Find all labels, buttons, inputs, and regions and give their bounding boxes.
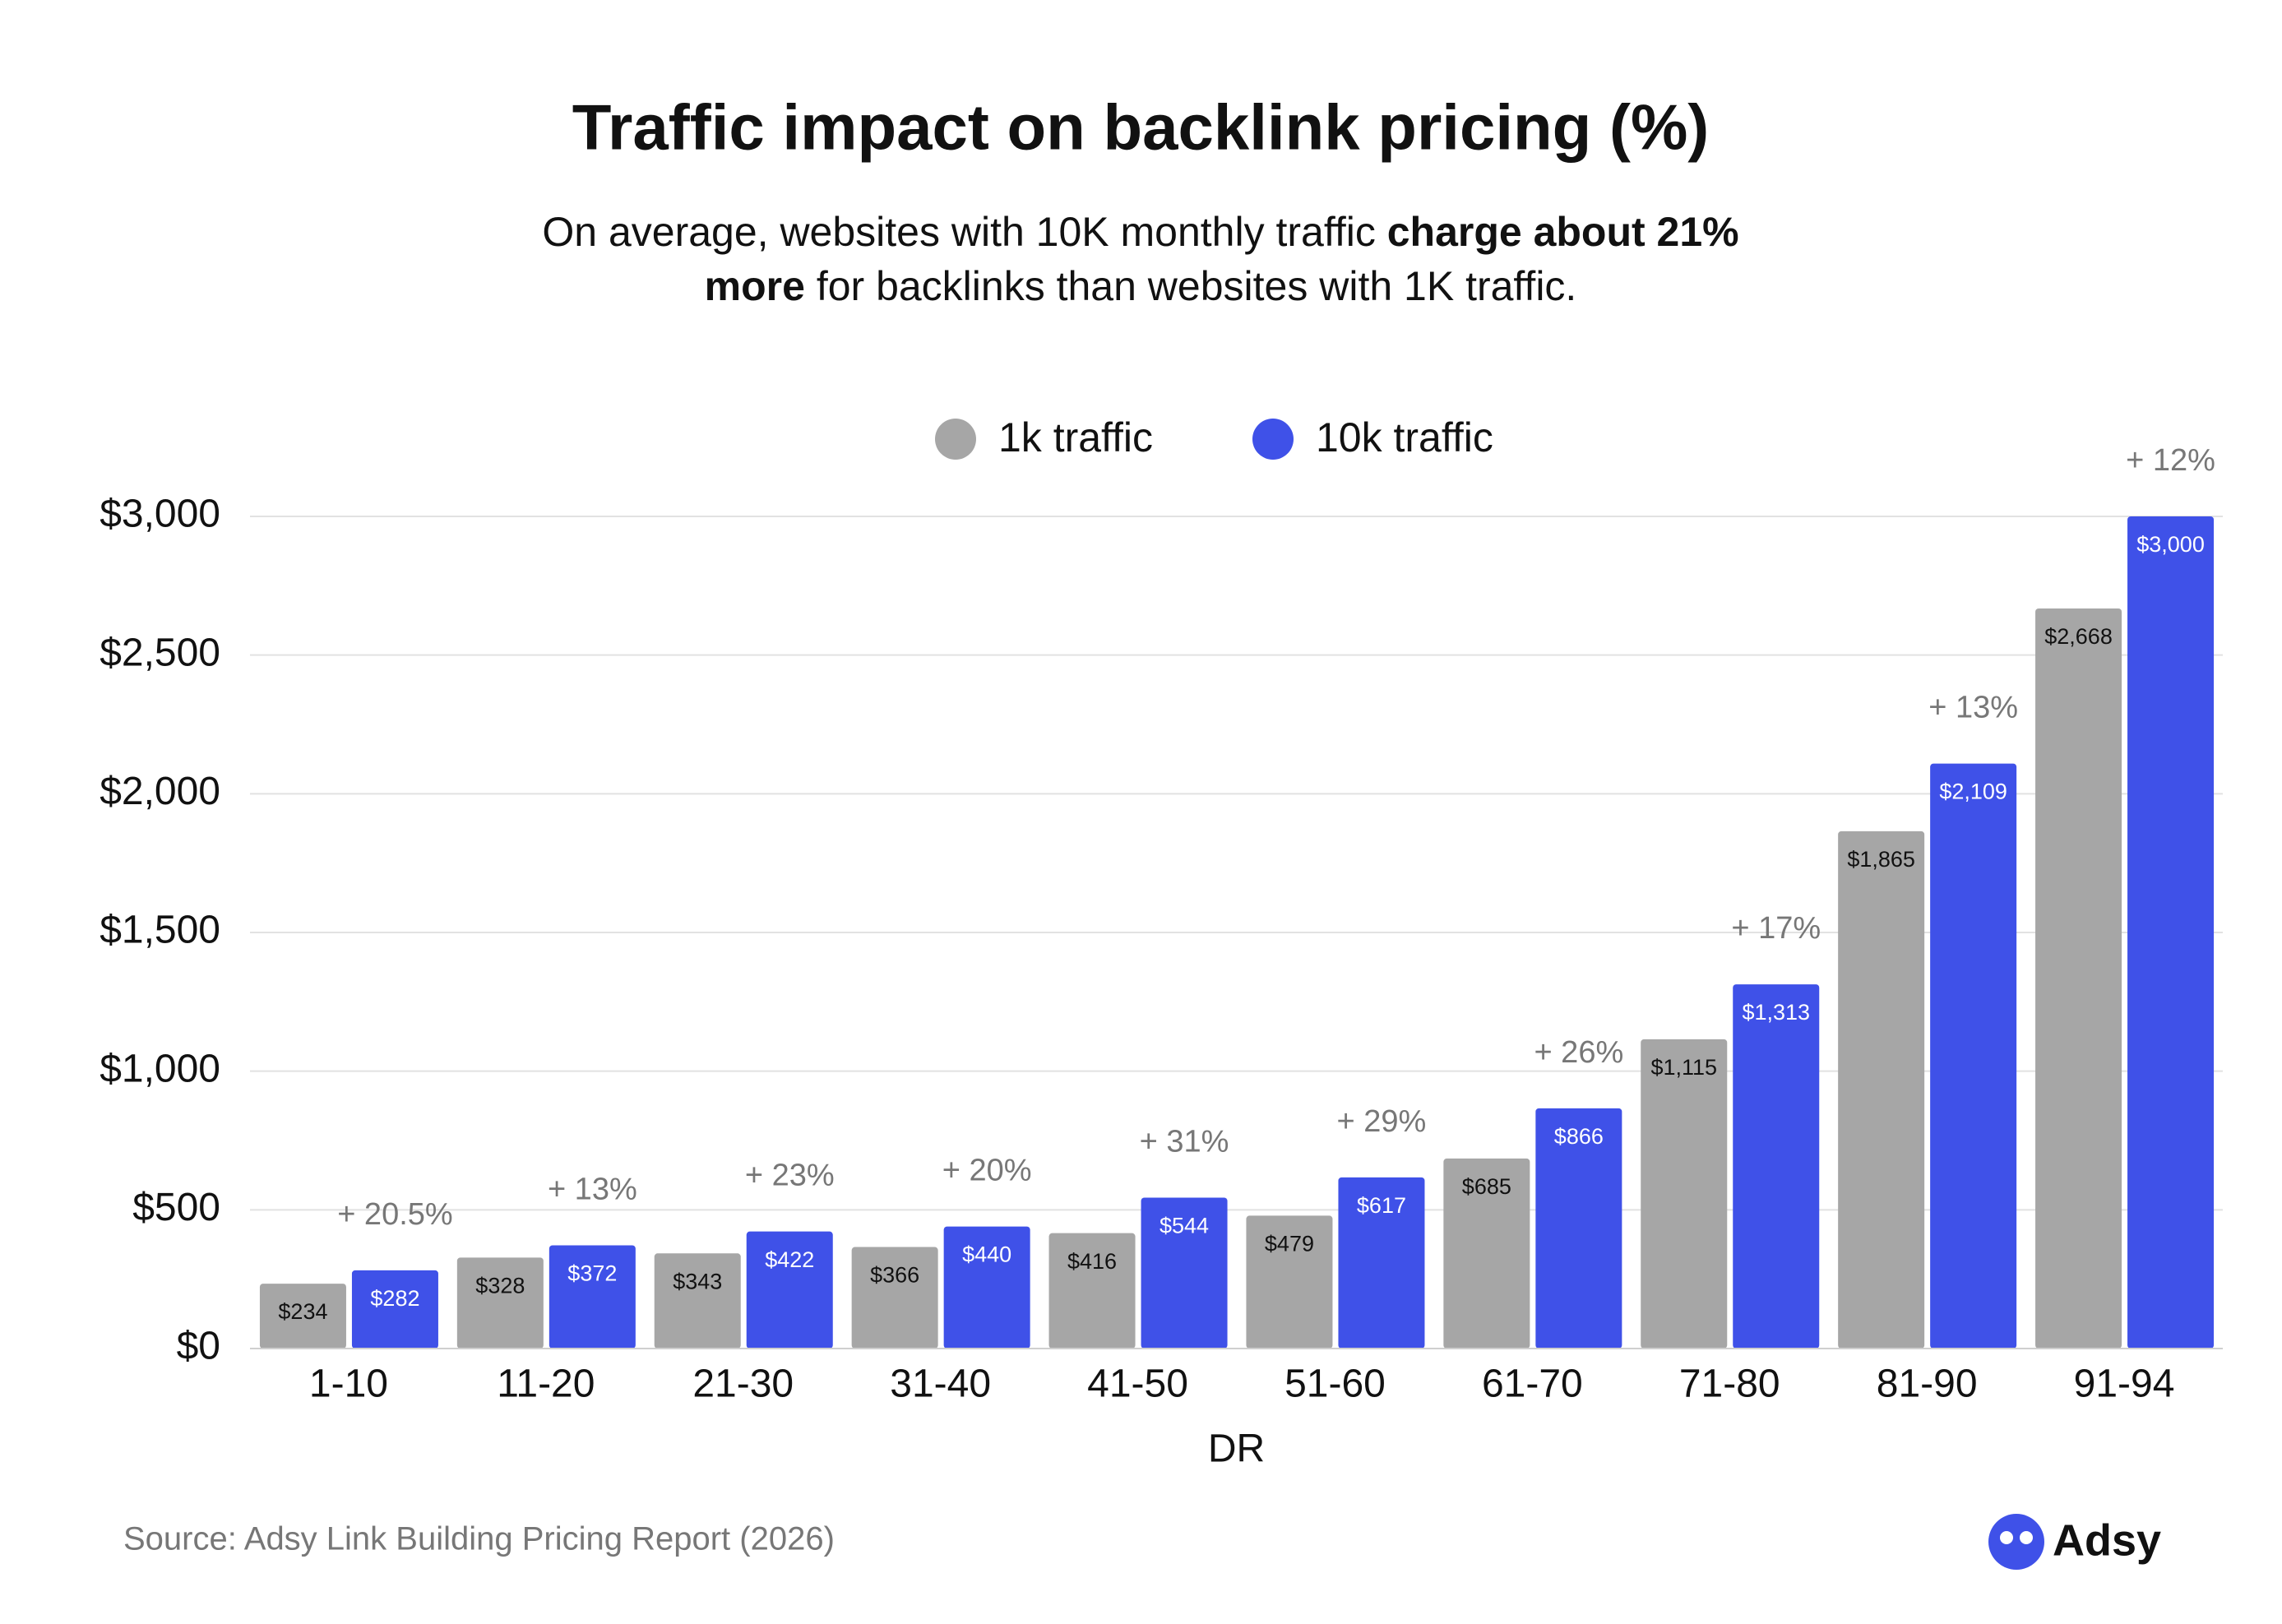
value-label: $372 [567,1261,617,1286]
value-label: $422 [765,1247,814,1272]
subtitle: On average, websites with 10K monthly tr… [542,209,1738,255]
bar [2035,608,2122,1349]
x-tick-label: 61-70 [1482,1363,1583,1406]
value-label: $328 [475,1273,525,1298]
subtitle-run: charge about 21% [1387,209,1739,255]
increase-label: + 12% [2126,443,2215,478]
y-tick-label: $1,500 [100,909,220,952]
bar [943,1226,1030,1349]
value-label: $234 [278,1299,327,1324]
y-tick-label: $500 [132,1186,220,1229]
value-label: $343 [673,1269,722,1293]
increase-label: + 13% [548,1173,637,1207]
x-tick-label: 41-50 [1087,1363,1188,1406]
bar [1641,1039,1728,1349]
legend-label: 1k traffic [998,414,1153,460]
increase-label: + 29% [1337,1104,1427,1139]
x-tick-label: 31-40 [890,1363,991,1406]
x-tick-label: 1-10 [309,1363,388,1406]
increase-label: + 31% [1140,1125,1229,1159]
bar [1838,831,1925,1349]
value-label: $282 [370,1286,419,1311]
legend-label: 10k traffic [1316,414,1493,460]
subtitle: more for backlinks than websites with 1K… [705,263,1577,309]
x-tick-label: 11-20 [497,1363,595,1406]
bar [654,1253,741,1349]
value-label: $416 [1067,1249,1117,1274]
subtitle-run: more [705,263,805,309]
value-label: $1,313 [1742,1000,1810,1025]
bar [1535,1108,1622,1349]
bar [2127,516,2215,1349]
value-label: $3,000 [2136,532,2205,557]
bar [456,1257,544,1349]
y-tick-label: $3,000 [100,493,220,536]
increase-label: + 13% [1928,691,2018,725]
brand: Adsy [2053,1515,2161,1565]
bar [1141,1197,1228,1349]
x-axis-title: DR [1208,1427,1265,1471]
value-label: $366 [870,1263,919,1288]
subtitle-run: On average, websites with 10K monthly tr… [542,209,1386,255]
logo-eye [2000,1531,2013,1544]
y-tick-label: $2,000 [100,770,220,813]
bar [351,1270,438,1349]
bar [1930,763,2017,1349]
bar [549,1245,636,1349]
bar [1338,1177,1425,1349]
bar [259,1284,346,1349]
bar [1246,1215,1333,1349]
increase-label: + 17% [1731,911,1821,946]
logo-eye [2020,1531,2033,1544]
bar [1048,1233,1136,1349]
chart-title: Traffic impact on backlink pricing (%) [572,91,1710,164]
increase-label: + 20% [942,1154,1032,1188]
value-label: $617 [1357,1193,1406,1218]
value-label: $544 [1160,1214,1209,1238]
bar [1443,1158,1530,1349]
x-tick-label: 91-94 [2074,1363,2175,1406]
increase-label: + 26% [1534,1035,1623,1070]
y-tick-label: $1,000 [100,1047,220,1090]
value-label: $440 [962,1242,1011,1267]
x-tick-label: 71-80 [1679,1363,1780,1406]
increase-label: + 20.5% [337,1197,453,1232]
y-tick-label: $2,500 [100,631,220,674]
value-label: $1,115 [1650,1055,1717,1080]
logo-icon [1988,1514,2044,1570]
x-tick-label: 81-90 [1877,1363,1978,1406]
value-label: $2,668 [2044,624,2113,649]
value-label: $479 [1265,1232,1314,1256]
increase-label: + 23% [745,1159,835,1193]
source: Source: Adsy Link Building Pricing Repor… [123,1521,835,1557]
value-label: $1,865 [1847,847,1915,872]
bar [851,1247,938,1349]
x-tick-label: 51-60 [1284,1363,1386,1406]
value-label: $2,109 [1939,780,2007,804]
bar [1733,984,1820,1349]
legend-swatch [935,419,976,460]
value-label: $866 [1554,1124,1604,1149]
y-tick-label: $0 [177,1325,220,1368]
subtitle-run: for backlinks than websites with 1K traf… [805,263,1576,309]
legend-swatch [1252,419,1294,460]
bar [746,1231,833,1349]
x-tick-label: 21-30 [692,1363,794,1406]
value-label: $685 [1462,1174,1511,1199]
